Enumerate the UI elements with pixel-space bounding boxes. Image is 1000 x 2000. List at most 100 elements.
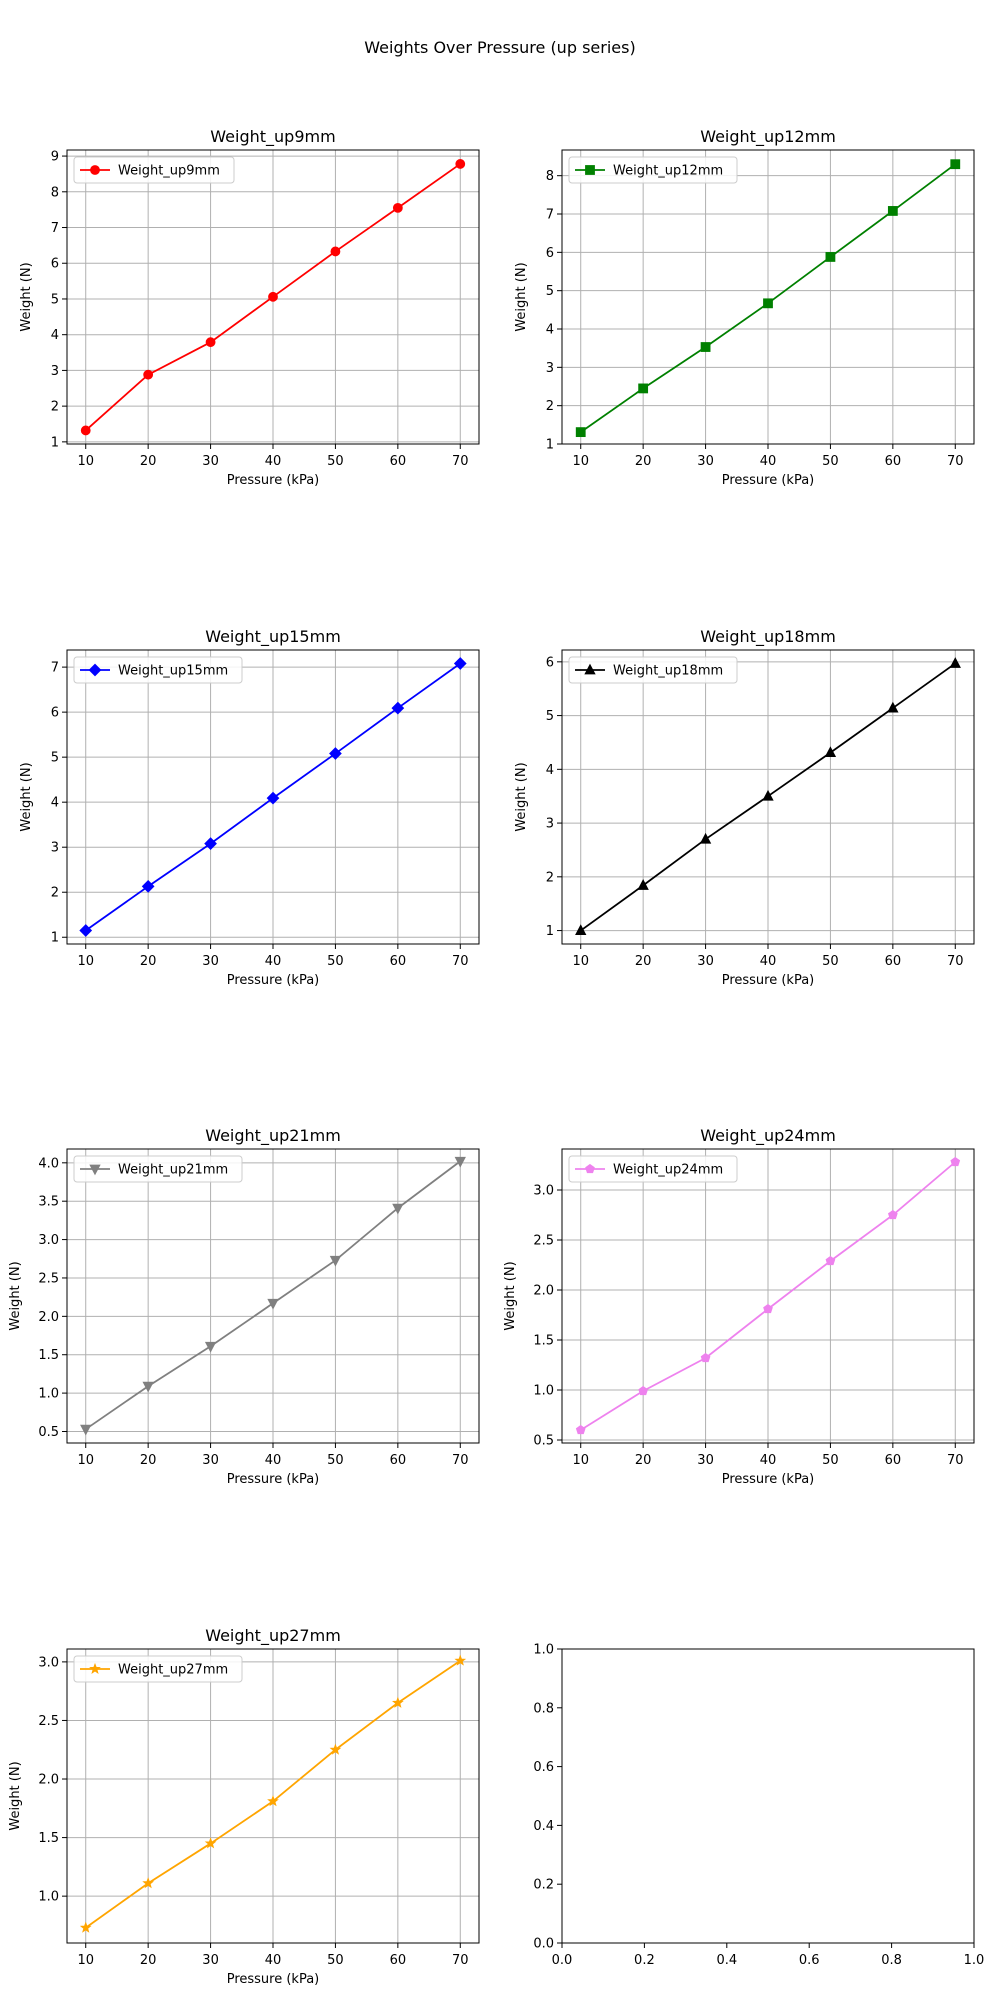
data-point	[699, 832, 712, 844]
y-tick-label: 3.0	[38, 1655, 59, 1670]
subplot-3: 10 20 30 40 50 60 70 1 2 3 4 5 6 7 Weight_up15mm Pressu…	[19, 627, 480, 988]
data-point	[637, 879, 649, 890]
y-tick-label: 2	[546, 870, 554, 885]
y-tick-label: 7	[51, 221, 59, 236]
y-tick-label: 2.0	[533, 1284, 554, 1299]
subplot-title: Weight_up21mm	[205, 1126, 341, 1146]
subplot-8: 0.0 0.2 0.4 0.6 0.8 1.0 0.0 0.2 0.4 0.6 0.8 1.0	[533, 1643, 984, 1969]
x-tick-label: 30	[202, 1953, 219, 1968]
data-point	[141, 880, 155, 893]
y-tick-label: 1.5	[533, 1334, 554, 1349]
legend-box	[568, 156, 738, 184]
data-point	[204, 1837, 217, 1849]
x-tick-label: 60	[390, 1453, 407, 1468]
legend-label: Weight_up15mm	[118, 664, 228, 679]
data-point	[825, 1255, 836, 1266]
y-tick-label: 0.0	[533, 1937, 554, 1952]
data-point	[205, 337, 216, 348]
data-point	[762, 789, 774, 801]
y-tick-label: 1	[546, 924, 554, 939]
y-tick-label: 5	[51, 751, 59, 766]
y-tick-label: 1.5	[38, 1831, 59, 1846]
data-point	[79, 924, 93, 937]
subplot-title: Weight_up18mm	[700, 627, 836, 647]
legend: Weight_up27mm	[73, 1655, 243, 1683]
y-tick-label: 2.5	[533, 1234, 554, 1249]
x-tick-label: 30	[697, 1453, 714, 1468]
legend-swatch-marker	[89, 1164, 101, 1176]
data-point	[950, 1156, 961, 1167]
y-tick-label: 6	[546, 655, 554, 670]
y-tick-label: 1	[51, 931, 59, 946]
data-point	[266, 791, 280, 805]
data-point	[763, 298, 773, 309]
x-tick-label: 60	[885, 954, 902, 969]
y-axis-label: Weight (N)	[19, 762, 34, 831]
x-tick-label: 20	[635, 454, 652, 469]
x-tick-label: 10	[77, 1453, 94, 1468]
legend-swatch-marker	[584, 663, 596, 675]
axes-frame	[561, 149, 975, 445]
y-tick-label: 4	[546, 323, 554, 338]
data-point	[824, 746, 837, 758]
x-axis-label: Pressure (kPa)	[227, 1472, 320, 1487]
axes-frame	[66, 649, 480, 945]
x-tick-label: 10	[572, 454, 589, 469]
x-tick-label: 0.6	[799, 1953, 820, 1968]
legend-box	[568, 1155, 738, 1183]
legend-label: Weight_up12mm	[613, 164, 723, 179]
data-point	[700, 342, 711, 352]
x-tick-label: 50	[327, 1453, 344, 1468]
x-tick-label: 40	[265, 454, 282, 469]
x-axis-label: Pressure (kPa)	[227, 473, 320, 488]
x-tick-label: 50	[327, 954, 344, 969]
data-point	[887, 701, 899, 713]
legend-box	[73, 1655, 243, 1683]
x-tick-label: 40	[760, 954, 777, 969]
x-tick-label: 20	[140, 1453, 157, 1468]
subplot-7: 10 20 30 40 50 60 70 1.0 1.5 2.0 2.5 3.0 Weight_up27…	[8, 1626, 480, 1987]
y-tick-label: 8	[51, 185, 59, 200]
legend-swatch-marker	[88, 663, 102, 677]
data-point	[638, 383, 649, 394]
x-tick-label: 60	[390, 454, 407, 469]
y-tick-label: 1	[51, 435, 59, 450]
x-tick-label: 0.0	[552, 1953, 573, 1968]
data-point	[80, 425, 91, 436]
x-tick-label: 1.0	[964, 1953, 985, 1968]
x-tick-label: 20	[635, 1453, 652, 1468]
legend-swatch-marker	[90, 165, 100, 175]
x-tick-label: 70	[452, 954, 469, 969]
subplot-4: 10 20 30 40 50 60 70 1 2 3 4 5 6 Weight_up18mm Pressur…	[514, 627, 975, 988]
subplot-5: 10 20 30 40 50 60 70 0.5 1.0 1.5 2.0 2.5 3.0 3.5 4.0 We…	[8, 1126, 480, 1487]
subplot-6: 10 20 30 40 50 60 70 0.5 1.0 1.5 2.0 2.5 3.0 Weight_u…	[503, 1126, 975, 1487]
x-tick-label: 0.4	[716, 1953, 737, 1968]
y-tick-label: 7	[51, 661, 59, 676]
legend-label: Weight_up21mm	[118, 1163, 228, 1178]
x-tick-label: 10	[572, 1453, 589, 1468]
legend: Weight_up21mm	[73, 1155, 243, 1183]
data-point	[763, 1303, 773, 1314]
y-tick-label: 1.0	[533, 1384, 554, 1399]
x-tick-label: 20	[635, 954, 652, 969]
y-tick-label: 2.0	[38, 1773, 59, 1788]
y-tick-label: 1	[546, 438, 554, 453]
data-point	[204, 1341, 217, 1353]
data-point	[80, 1424, 92, 1436]
x-tick-label: 20	[140, 954, 157, 969]
legend-label: Weight_up27mm	[118, 1663, 228, 1678]
data-point	[204, 837, 217, 850]
data-point	[700, 1352, 711, 1363]
legend-swatch-marker	[89, 1662, 101, 1674]
x-tick-label: 60	[390, 1953, 407, 1968]
legend-swatch-marker	[585, 1163, 595, 1174]
legend: Weight_up15mm	[73, 656, 243, 684]
legend: Weight_up18mm	[568, 656, 738, 684]
x-tick-label: 30	[202, 454, 219, 469]
legend: Weight_up12mm	[568, 156, 738, 184]
x-tick-label: 40	[265, 1953, 282, 1968]
data-point	[142, 1381, 154, 1393]
y-tick-label: 3.0	[533, 1184, 554, 1199]
legend-label: Weight_up18mm	[613, 664, 723, 679]
